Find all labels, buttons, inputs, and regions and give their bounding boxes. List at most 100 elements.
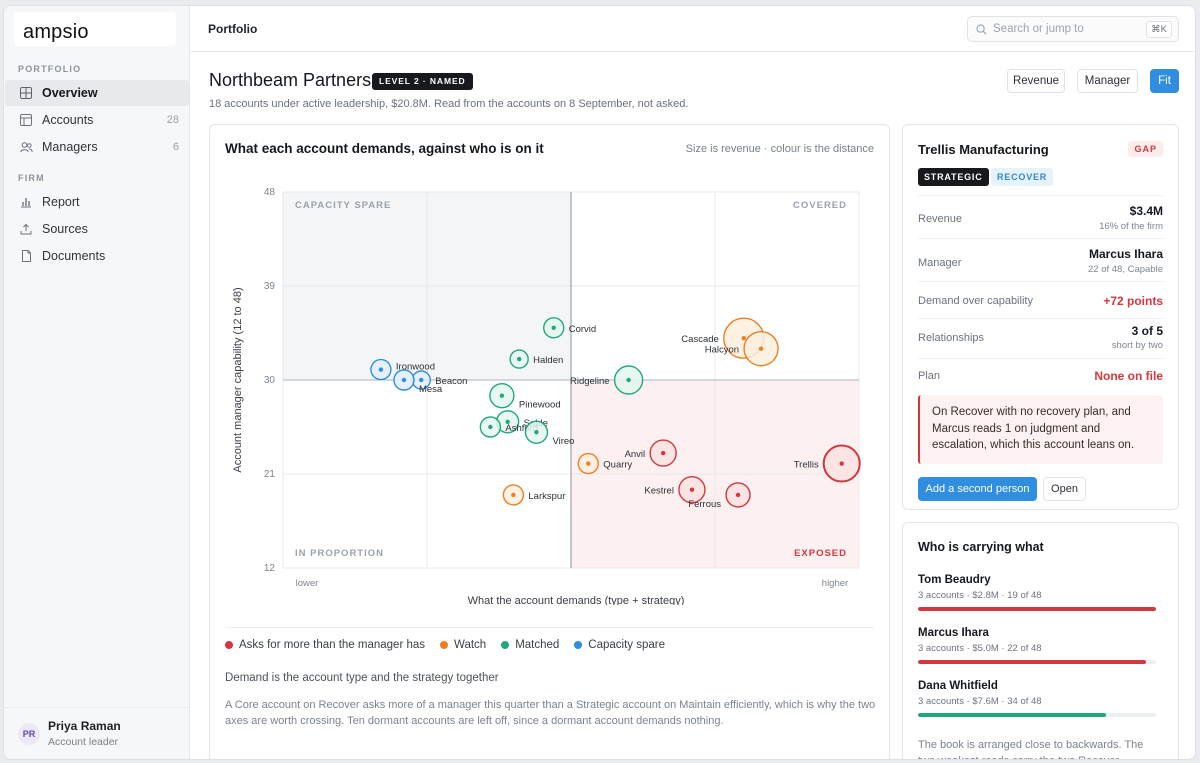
row-sub: 22 of 48, Capable: [1087, 264, 1163, 275]
bubble-halden[interactable]: Halden: [509, 349, 563, 369]
y-tick-label: 12: [264, 563, 276, 574]
row-label: Demand over capability: [918, 295, 1033, 307]
row-sub: short by two: [1111, 340, 1163, 351]
y-tick-label: 21: [264, 469, 276, 480]
row-value: $3.4M: [1129, 204, 1163, 218]
status-badge: GAP: [1128, 141, 1163, 157]
app-window: ampsio PORTFOLIO Overview Accounts 28 Ma…: [3, 5, 1196, 760]
sidebar-item-count: 28: [166, 114, 179, 126]
tag-recover: RECOVER: [991, 168, 1054, 186]
sidebar-item-documents[interactable]: Documents: [5, 243, 189, 269]
bubble-larkspur[interactable]: Larkspur: [502, 484, 565, 506]
breadcrumb[interactable]: Portfolio: [208, 22, 258, 36]
open-button[interactable]: Open: [1043, 477, 1086, 501]
bubble-anvil[interactable]: Anvil: [625, 439, 677, 467]
search-shortcut: ⌘K: [1146, 20, 1172, 38]
add-second-person-button[interactable]: Add a second person: [918, 477, 1037, 501]
bubble-center-dot: [534, 430, 539, 435]
legend-label: Asks for more than the manager has: [239, 639, 426, 651]
bubble-label: Pinewood: [519, 400, 561, 411]
row-value: 3 of 5: [1131, 324, 1163, 338]
sidebar-item-managers[interactable]: Managers 6: [5, 134, 189, 160]
bubble-label: Anvil: [625, 449, 646, 460]
bubble-pinewood[interactable]: Pinewood: [489, 382, 561, 411]
nav-section-firm: FIRM: [18, 173, 45, 183]
bubble-center-dot: [839, 461, 844, 466]
sidebar: ampsio PORTFOLIO Overview Accounts 28 Ma…: [4, 6, 190, 759]
chart-legend: Asks for more than the manager has Watch…: [225, 639, 680, 651]
user-name: Priya Raman: [48, 719, 121, 733]
bubble-label: Ironwood: [396, 362, 435, 373]
account-detail-card: Trellis Manufacturing GAP STRATEGIC RECO…: [902, 124, 1179, 510]
bubble-trellis[interactable]: Trellis: [794, 444, 861, 483]
person-item[interactable]: Dana Whitfield 3 accounts · $7.6M · 34 o…: [918, 680, 1156, 717]
carrying-note: The book is arranged close to backwards.…: [918, 739, 1144, 759]
person-item[interactable]: Marcus Ihara 3 accounts · $5.0M · 22 of …: [918, 627, 1156, 664]
load-bar: [918, 713, 1156, 717]
row-label: Plan: [918, 370, 941, 382]
topbar: Portfolio Search or jump to ⌘K: [190, 6, 1195, 52]
bubble-ironwood[interactable]: Ironwood: [370, 358, 435, 381]
grid-icon: [19, 86, 33, 100]
page-subtitle: 18 accounts under active leadership, $20…: [209, 98, 689, 110]
bubble-ridgeline[interactable]: Ridgeline: [570, 365, 644, 395]
legend-item-red: Asks for more than the manager has: [225, 639, 425, 651]
sidebar-item-label: Overview: [42, 86, 98, 100]
person-meta: 3 accounts · $7.6M · 34 of 48: [918, 696, 1042, 707]
sidebar-item-label: Managers: [42, 140, 98, 154]
detail-row-manager: Manager Marcus Ihara 22 of 48, Capable: [918, 238, 1163, 278]
load-bar-fill: [918, 660, 1147, 664]
bubble-kestrel[interactable]: Kestrel: [644, 475, 706, 504]
bubble-mesa[interactable]: Mesa: [393, 369, 443, 395]
bubble-center-dot: [660, 450, 666, 456]
person-item[interactable]: Tom Beaudry 3 accounts · $2.8M · 19 of 4…: [918, 574, 1156, 611]
bubble-ferrous[interactable]: Ferrous: [688, 482, 751, 510]
bubble-label: Mesa: [419, 384, 443, 395]
bubble-center-dot: [505, 419, 510, 424]
segment-fit[interactable]: Fit: [1150, 69, 1179, 93]
bubble-vireo[interactable]: Vireo: [524, 420, 574, 447]
sidebar-item-count: 6: [172, 141, 179, 153]
bubble-label: Quarry: [603, 460, 632, 471]
level-badge: LEVEL 2 · NAMED: [372, 73, 473, 90]
explain-title: Demand is the account type and the strat…: [225, 672, 499, 684]
document-icon: [19, 249, 33, 263]
brand-logo[interactable]: ampsio: [14, 12, 176, 46]
bubble-label: Ridgeline: [570, 376, 610, 387]
users-icon: [19, 140, 33, 154]
bubble-center-dot: [741, 336, 746, 341]
bubble-center-dot: [551, 325, 556, 330]
person-meta: 3 accounts · $5.0M · 22 of 48: [918, 643, 1042, 654]
search-input[interactable]: Search or jump to ⌘K: [967, 16, 1179, 42]
person-name: Marcus Ihara: [918, 627, 989, 639]
bubble-ashford[interactable]: Ashford: [479, 416, 538, 438]
bubble-label: Ferrous: [688, 499, 721, 510]
legend-item-green: Matched: [501, 639, 559, 651]
explain-body: A Core account on Recover asks more of a…: [225, 699, 876, 727]
bubble-halcyon[interactable]: Halcyon: [705, 330, 779, 367]
load-bar: [918, 607, 1156, 611]
bubble-center-dot: [735, 492, 741, 498]
search-icon: [976, 23, 987, 35]
chart-card: What each account demands, against who i…: [209, 124, 890, 759]
sidebar-item-label: Accounts: [42, 113, 94, 127]
bubble-center-dot: [626, 377, 631, 383]
person-name: Dana Whitfield: [918, 680, 998, 692]
segment-manager[interactable]: Manager: [1077, 69, 1138, 93]
y-tick-label: 30: [264, 375, 276, 386]
user-profile[interactable]: PR Priya Raman Account leader: [4, 707, 189, 759]
bubble-beacon[interactable]: Beacon: [411, 370, 467, 390]
sidebar-item-overview[interactable]: Overview: [5, 80, 189, 106]
bubble-center-dot: [488, 424, 493, 430]
sidebar-item-report[interactable]: Report: [5, 189, 189, 215]
segment-revenue[interactable]: Revenue: [1007, 69, 1065, 93]
load-bar: [918, 660, 1156, 664]
chart-note: Size is revenue · colour is the distance: [685, 143, 874, 155]
sidebar-item-sources[interactable]: Sources: [5, 216, 189, 242]
bubble-corvid[interactable]: Corvid: [543, 317, 596, 339]
sidebar-item-accounts[interactable]: Accounts 28: [5, 107, 189, 133]
bubble-label: Trellis: [794, 460, 819, 471]
bubble-label: Halden: [533, 355, 563, 366]
bubble-center-dot: [401, 377, 407, 383]
bubble-quarry[interactable]: Quarry: [577, 452, 633, 475]
